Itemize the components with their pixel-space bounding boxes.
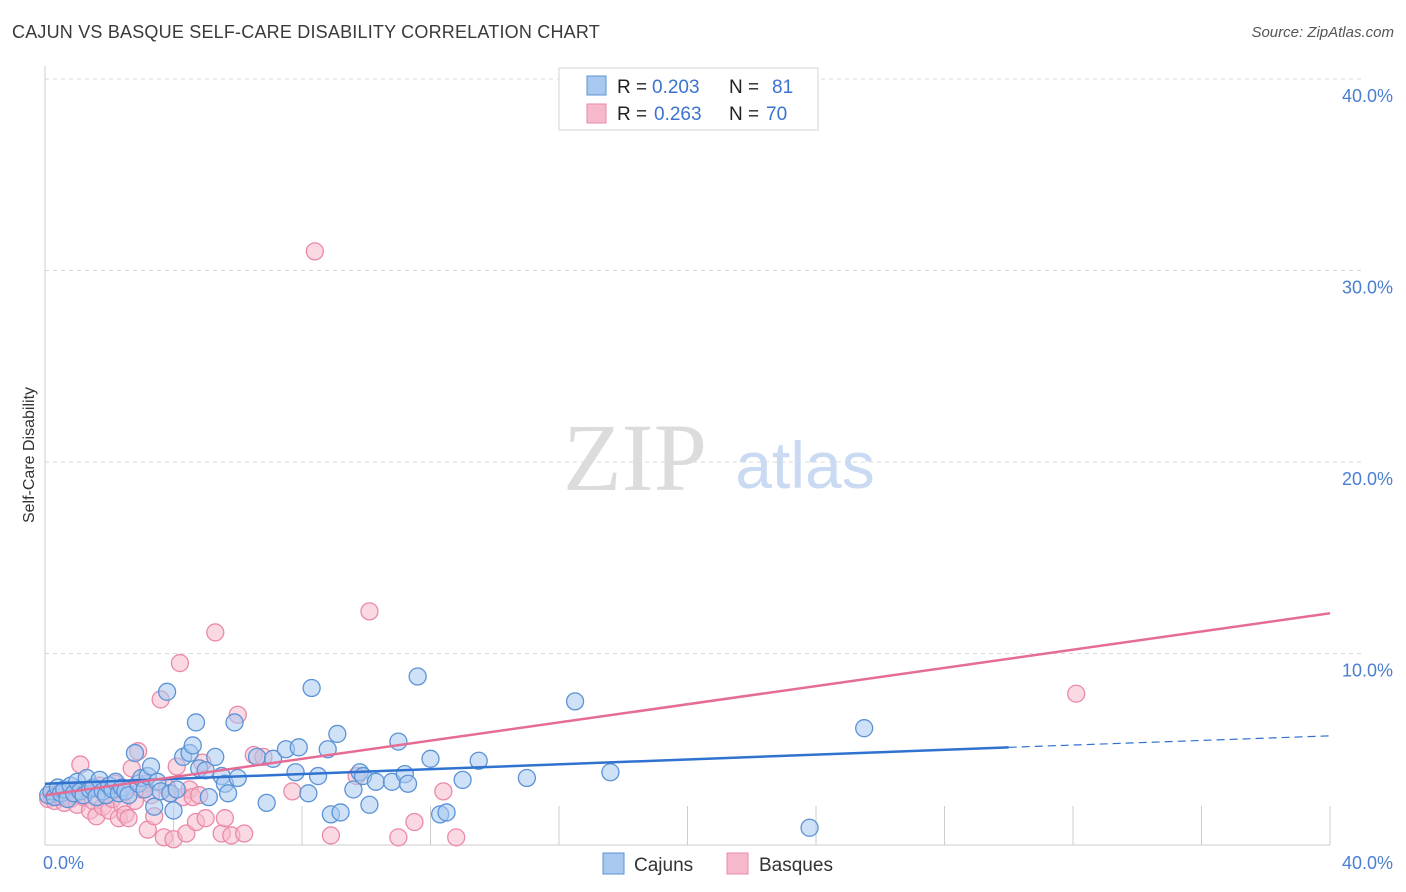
basque-point-55 bbox=[235, 824, 254, 843]
basque-swatch bbox=[586, 103, 607, 124]
basque-point-67 bbox=[1067, 684, 1086, 703]
cajun-point-51 bbox=[225, 713, 244, 732]
cajun-swatch bbox=[586, 75, 607, 96]
cajun-point-43 bbox=[186, 713, 206, 732]
y-tick-label-4: 40.0% bbox=[1342, 86, 1393, 106]
cajun-trend-extension bbox=[1008, 735, 1331, 748]
basque-point-49 bbox=[196, 809, 215, 828]
cajun-point-74 bbox=[398, 774, 418, 793]
cajun-point-58 bbox=[289, 738, 308, 757]
cajun-point-36 bbox=[157, 682, 177, 701]
basque-point-52 bbox=[215, 809, 235, 828]
legend-r-value-1: 0.203 bbox=[652, 77, 700, 98]
cajun-point-33 bbox=[145, 797, 164, 816]
legend-n-label-1: N = bbox=[729, 77, 759, 98]
basque-point-64 bbox=[405, 812, 424, 832]
watermark-zip: ZIP bbox=[563, 404, 707, 511]
cajun-point-39 bbox=[167, 780, 186, 799]
cajun-points bbox=[39, 667, 874, 837]
cajun-point-54 bbox=[257, 793, 276, 813]
basque-trend-line bbox=[44, 612, 1331, 797]
trend-lines bbox=[44, 612, 1331, 797]
legend-basques-label: Basques bbox=[759, 855, 833, 876]
basque-point-63 bbox=[389, 828, 408, 847]
cajun-point-85 bbox=[855, 719, 874, 738]
basque-point-26 bbox=[119, 809, 138, 828]
legend-cajuns-label: Cajuns bbox=[634, 855, 693, 876]
legend-r-value-2: 0.263 bbox=[654, 104, 702, 125]
cajun-point-59 bbox=[299, 784, 318, 803]
cajun-point-72 bbox=[389, 732, 408, 751]
cajun-point-32 bbox=[141, 757, 161, 776]
cajun-point-27 bbox=[125, 743, 145, 763]
source-label: Source: ZipAtlas.com bbox=[1251, 24, 1394, 41]
legend-basques-swatch bbox=[726, 852, 749, 875]
basque-point-65 bbox=[434, 782, 453, 801]
cajun-point-83 bbox=[601, 763, 620, 782]
cajun-point-75 bbox=[408, 667, 427, 686]
x-tick-label-min: 0.0% bbox=[43, 853, 84, 873]
cajun-point-52 bbox=[228, 768, 247, 788]
y-tick-label-3: 30.0% bbox=[1342, 278, 1393, 298]
chart-title: CAJUN VS BASQUE SELF-CARE DISABILITY COR… bbox=[12, 22, 600, 42]
legend-r-label-1: R = bbox=[617, 77, 647, 98]
tick-labels: 10.0% 20.0% 30.0% 40.0% 0.0% 40.0% bbox=[43, 86, 1393, 873]
cajun-point-78 bbox=[437, 803, 456, 822]
stats-legend: R = 0.203 N = 81 R = 0.263 N = 70 bbox=[558, 67, 819, 131]
legend-n-value-1: 81 bbox=[772, 77, 793, 98]
basque-point-41 bbox=[170, 653, 190, 673]
cajun-point-47 bbox=[206, 747, 225, 767]
legend-r-label-2: R = bbox=[617, 104, 647, 125]
legend-cajuns-swatch bbox=[602, 852, 625, 875]
cajun-point-64 bbox=[328, 724, 347, 744]
cajun-point-60 bbox=[302, 678, 321, 698]
cajun-point-82 bbox=[565, 692, 585, 711]
basque-point-60 bbox=[321, 826, 341, 845]
basque-point-58 bbox=[283, 782, 302, 801]
cajun-point-57 bbox=[286, 763, 305, 782]
basque-point-66 bbox=[447, 828, 466, 847]
cajun-point-53 bbox=[247, 747, 267, 767]
basque-point-62 bbox=[360, 602, 379, 621]
legend-n-value-2: 70 bbox=[766, 104, 787, 125]
cajun-point-42 bbox=[183, 736, 202, 755]
cajun-point-38 bbox=[164, 801, 183, 820]
legend-n-label-2: N = bbox=[729, 104, 759, 125]
cajun-trend-line bbox=[44, 746, 1009, 785]
axes bbox=[44, 66, 1331, 846]
cajun-point-50 bbox=[218, 784, 238, 803]
grid-lines bbox=[45, 78, 1365, 654]
cajun-point-66 bbox=[344, 780, 363, 799]
y-tick-label-2: 20.0% bbox=[1342, 469, 1393, 489]
cajun-point-84 bbox=[800, 818, 819, 837]
basque-point-50 bbox=[206, 623, 225, 642]
y-tick-label-1: 10.0% bbox=[1342, 661, 1393, 681]
cajun-point-80 bbox=[469, 751, 488, 770]
cajun-point-61 bbox=[308, 766, 328, 786]
cajun-point-81 bbox=[517, 768, 537, 788]
cajun-point-46 bbox=[199, 787, 218, 807]
cajun-point-70 bbox=[366, 772, 386, 791]
x-tick-label-max: 40.0% bbox=[1342, 853, 1393, 873]
basque-point-59 bbox=[305, 242, 325, 261]
cajun-point-65 bbox=[331, 803, 350, 822]
cajun-point-76 bbox=[421, 749, 440, 768]
series-legend: Cajuns Basques bbox=[602, 852, 833, 876]
watermark-atlas: atlas bbox=[735, 428, 874, 502]
cajun-point-79 bbox=[453, 770, 472, 790]
cajun-point-69 bbox=[360, 795, 379, 814]
y-axis-label: Self-Care Disability bbox=[21, 387, 38, 523]
